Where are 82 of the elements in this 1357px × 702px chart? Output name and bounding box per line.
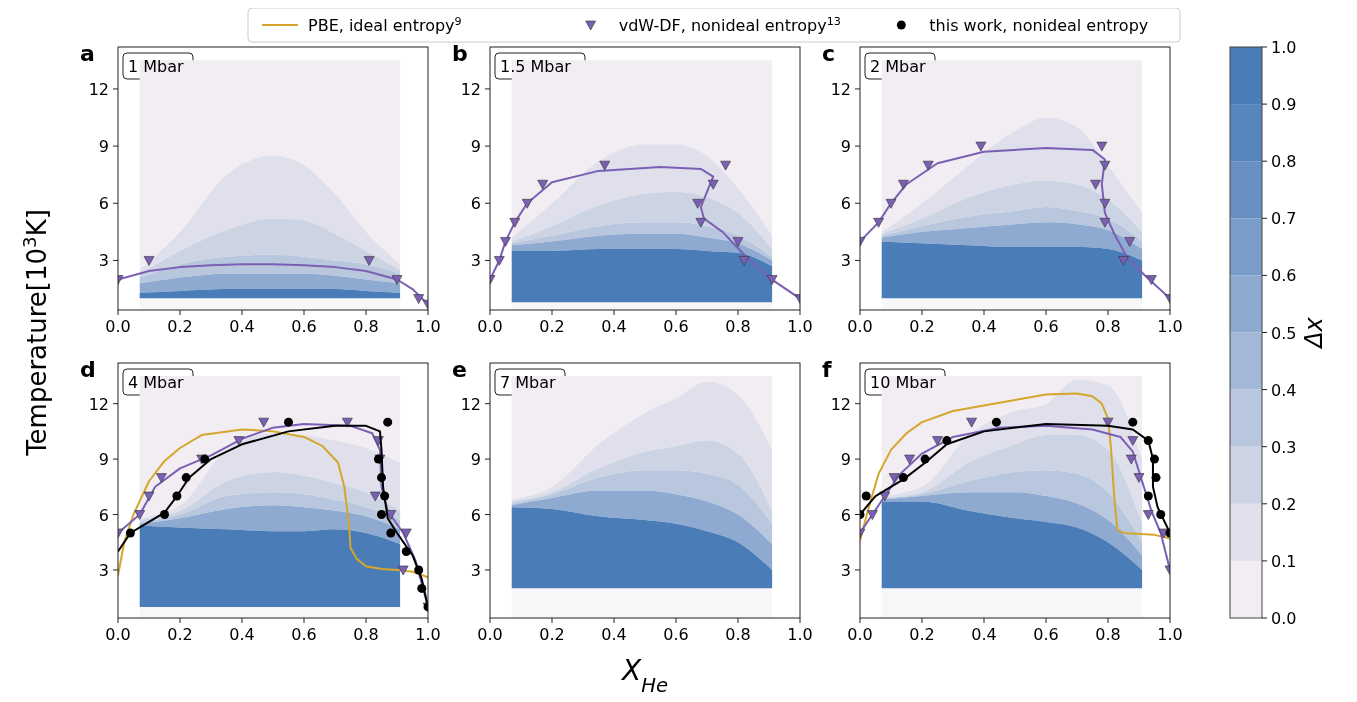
text: 2 Mbar <box>870 57 927 76</box>
y-tick-label: 3 <box>470 560 481 580</box>
x-tick-label: 0.2 <box>539 317 565 336</box>
y-tick-label: 9 <box>98 137 109 157</box>
x-tick-label: 0.6 <box>291 317 317 336</box>
x-tick-label: 0.6 <box>1033 317 1059 336</box>
x-tick-label: 0.4 <box>971 317 997 336</box>
x-tick-label: 0.2 <box>909 317 935 336</box>
x-tick-label: 0.8 <box>353 317 379 336</box>
y-tick-label: 3 <box>98 560 109 580</box>
x-tick-label: 0.8 <box>725 625 751 644</box>
y-tick-label: 0.3 <box>1271 437 1297 457</box>
x-tick-label: 0.2 <box>539 625 565 644</box>
x-tick-label: 0.6 <box>663 317 689 336</box>
y-tick-label: 6 <box>98 194 109 214</box>
x-tick-label: 0.4 <box>601 625 627 644</box>
x-tick-label: 0.4 <box>601 317 627 336</box>
y-tick-label: 0.5 <box>1271 323 1297 343</box>
y-tick-label: 12 <box>88 394 109 414</box>
legend-label: vdW-DF, nonideal entropy$^{13}$ <box>618 14 841 35</box>
y-tick-label: 6 <box>470 194 481 214</box>
y-tick-label: 3 <box>840 560 851 580</box>
x-tick-label: 0.6 <box>663 625 689 644</box>
chart-title: b <box>452 41 468 66</box>
x-tick-label: 0.6 <box>1033 625 1059 644</box>
chart-title: c <box>822 41 836 66</box>
y-tick-label: 12 <box>830 394 851 414</box>
y-tick-label: 9 <box>840 137 851 157</box>
y-tick-label: 12 <box>830 79 851 99</box>
y-tick-label: 3 <box>840 251 851 271</box>
x-tick-label: 0.4 <box>229 317 255 336</box>
y-tick-label: 12 <box>460 79 481 99</box>
chart-title: d <box>80 357 96 382</box>
x-tick-label: 1.0 <box>415 317 441 336</box>
y-tick-label: 9 <box>470 137 481 157</box>
y-tick-label: 12 <box>88 79 109 99</box>
text: 1 Mbar <box>128 57 185 76</box>
legend-label: this work, nonideal entropy <box>929 16 1149 35</box>
text: 4 Mbar <box>128 373 185 392</box>
y-tick-label: 3 <box>98 251 109 271</box>
y-tick-label: 0.1 <box>1271 551 1297 571</box>
y-tick-label: 0.6 <box>1271 266 1297 286</box>
x-tick-label: 0.8 <box>1095 317 1121 336</box>
x-tick-label: 1.0 <box>1157 317 1183 336</box>
y-tick-label: 9 <box>98 450 109 470</box>
y-axis-title: Δx <box>1300 316 1328 350</box>
x-tick-label: 0.8 <box>353 625 379 644</box>
y-tick-label: 0.9 <box>1271 95 1297 115</box>
y-tick-label: 0.2 <box>1271 494 1297 514</box>
x-tick-label: 1.0 <box>415 625 441 644</box>
x-axis-title: X$_{He}$ <box>620 654 668 697</box>
y-tick-label: 3 <box>470 251 481 271</box>
x-tick-label: 0.2 <box>167 625 193 644</box>
y-tick-label: 6 <box>840 194 851 214</box>
y-tick-label: 0.7 <box>1271 209 1297 229</box>
chart-title: a <box>80 41 95 66</box>
y-tick-label: 6 <box>470 505 481 525</box>
y-tick-label: 0.4 <box>1271 380 1297 400</box>
x-tick-label: 0.8 <box>725 317 751 336</box>
legend-label: PBE, ideal entropy$^{9}$ <box>308 14 462 35</box>
y-tick-label: 9 <box>470 450 481 470</box>
x-tick-label: 1.0 <box>787 317 813 336</box>
y-tick-label: 12 <box>460 394 481 414</box>
y-tick-label: 9 <box>840 450 851 470</box>
chart-title: f <box>822 357 832 382</box>
x-tick-label: 0.4 <box>971 625 997 644</box>
y-tick-label: 0.0 <box>1271 609 1297 628</box>
x-tick-label: 0.8 <box>1095 625 1121 644</box>
x-tick-label: 1.0 <box>1157 625 1183 644</box>
x-tick-label: 1.0 <box>787 625 813 644</box>
y-tick-label: 0.8 <box>1271 152 1297 172</box>
text: 1.5 Mbar <box>500 57 572 76</box>
y-tick-label: 6 <box>840 505 851 525</box>
x-tick-label: 0.6 <box>291 625 317 644</box>
chart-title: e <box>452 357 467 382</box>
y-tick-label: 6 <box>98 505 109 525</box>
x-tick-label: 0.2 <box>909 625 935 644</box>
text: 10 Mbar <box>870 373 937 392</box>
x-tick-label: 0.4 <box>229 625 255 644</box>
x-tick-label: 0.2 <box>167 317 193 336</box>
text: 7 Mbar <box>500 373 557 392</box>
y-tick-label: 1.0 <box>1271 38 1297 57</box>
